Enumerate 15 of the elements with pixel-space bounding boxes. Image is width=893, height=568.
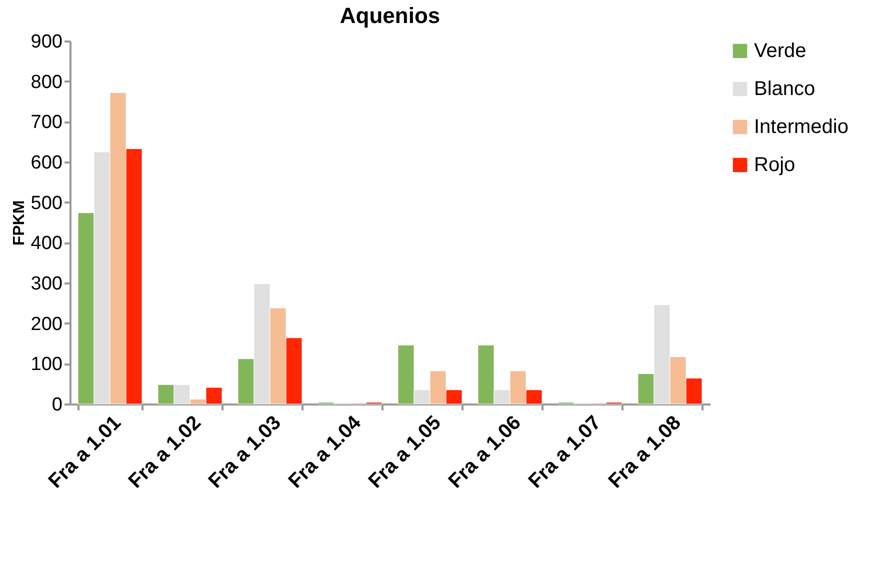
y-tick-label: 700 — [30, 112, 62, 134]
y-axis-title: FPKM — [10, 200, 28, 246]
y-tick-label: 100 — [30, 354, 62, 376]
y-tick-label: 400 — [30, 233, 62, 254]
y-tick-label: 300 — [30, 274, 62, 294]
legend-label: Rojo — [754, 154, 796, 176]
legend-label: Intermedio — [754, 116, 848, 138]
y-tick-label: 200 — [30, 314, 62, 335]
y-tick-label: 900 — [30, 32, 62, 52]
y-tick-label: 500 — [30, 192, 62, 214]
y-tick-label: 800 — [30, 72, 62, 93]
legend-label: Verde — [754, 40, 806, 62]
chart-title: Aquenios — [340, 3, 440, 28]
legend-label: Blanco — [754, 78, 816, 100]
y-tick-label: 600 — [30, 152, 62, 174]
